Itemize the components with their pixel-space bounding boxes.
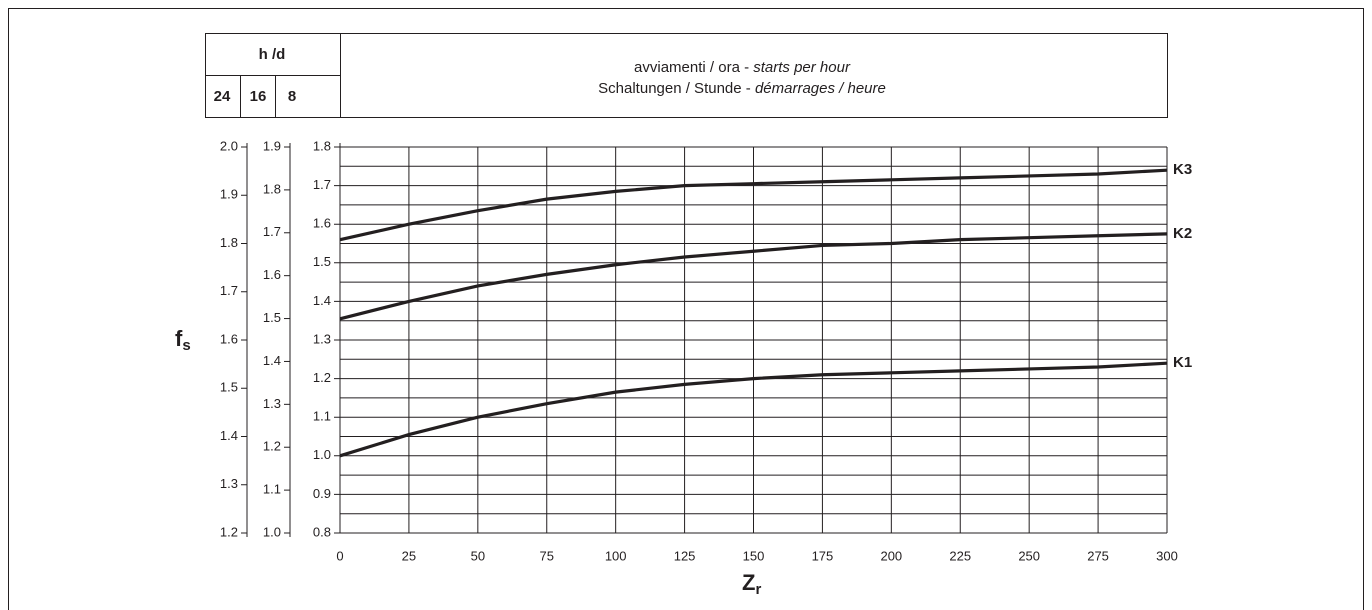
- y-tick-label: 1.9: [220, 187, 238, 202]
- header-text-part: starts per hour: [753, 59, 851, 76]
- y-tick-label: 1.0: [263, 524, 281, 539]
- y-tick-label: 1.2: [313, 370, 331, 385]
- y-tick-label: 1.7: [263, 224, 281, 239]
- x-tick-label: 125: [674, 548, 696, 563]
- header-text-part: démarrages / heure: [755, 80, 886, 97]
- y-tick-label: 2.0: [220, 138, 238, 153]
- x-tick-label: 75: [540, 548, 554, 563]
- header-title: h /d: [259, 46, 286, 63]
- x-axis-title-main: Z: [742, 570, 755, 595]
- x-tick-label: 175: [812, 548, 834, 563]
- series-label: K2: [1173, 225, 1192, 242]
- series-label: K1: [1173, 354, 1192, 371]
- header-column: 24: [214, 88, 231, 105]
- y-axis-title-sub: s: [182, 337, 190, 354]
- x-tick-label: 200: [880, 548, 902, 563]
- y-tick-label: 1.7: [220, 283, 238, 298]
- header-column: 16: [250, 88, 267, 105]
- y-tick-label: 1.1: [263, 482, 281, 497]
- x-tick-label: 150: [743, 548, 765, 563]
- frame: [9, 9, 1364, 610]
- y-tick-label: 1.6: [313, 216, 331, 231]
- x-tick-label: 50: [471, 548, 485, 563]
- y-tick-label: 1.6: [220, 331, 238, 346]
- y-tick-label: 1.8: [263, 181, 281, 196]
- x-tick-label: 275: [1087, 548, 1109, 563]
- chart: h /d 24 16 8 avviamenti / ora - starts p…: [0, 0, 1372, 610]
- y-tick-label: 0.8: [313, 524, 331, 539]
- y-tick-label: 1.3: [313, 331, 331, 346]
- y-tick-label: 1.1: [313, 409, 331, 424]
- y-tick-label: 1.5: [263, 310, 281, 325]
- y-axis-title: fs: [175, 326, 191, 354]
- header-column: 8: [288, 88, 296, 105]
- y-tick-label: 1.6: [263, 267, 281, 282]
- y-tick-label: 1.9: [263, 138, 281, 153]
- x-tick-label: 250: [1018, 548, 1040, 563]
- x-tick-label: 300: [1156, 548, 1178, 563]
- y-tick-label: 1.5: [313, 254, 331, 269]
- header-text-part: Schaltungen / Stunde -: [598, 80, 755, 97]
- y-tick-label: 1.5: [220, 380, 238, 395]
- y-tick-label: 1.4: [220, 428, 238, 443]
- x-tick-label: 225: [949, 548, 971, 563]
- y-tick-label: 1.4: [263, 353, 281, 368]
- x-tick-label: 0: [336, 548, 343, 563]
- y-tick-label: 1.8: [313, 138, 331, 153]
- y-tick-label: 1.3: [263, 396, 281, 411]
- y-tick-label: 1.2: [220, 524, 238, 539]
- header-text: Schaltungen / Stunde - démarrages / heur…: [598, 80, 886, 97]
- y-tick-label: 1.3: [220, 476, 238, 491]
- y-tick-label: 1.0: [313, 447, 331, 462]
- y-tick-label: 1.2: [263, 439, 281, 454]
- y-tick-label: 1.7: [313, 177, 331, 192]
- x-axis-title: Zr: [742, 570, 761, 598]
- y-tick-label: 0.9: [313, 486, 331, 501]
- x-tick-label: 100: [605, 548, 627, 563]
- y-tick-label: 1.4: [313, 293, 331, 308]
- x-axis-title-sub: r: [755, 581, 761, 598]
- x-tick-label: 25: [402, 548, 416, 563]
- header-text: avviamenti / ora - starts per hour: [634, 59, 851, 76]
- y-tick-label: 1.8: [220, 235, 238, 250]
- header-text-part: avviamenti / ora -: [634, 59, 753, 76]
- series-label: K3: [1173, 161, 1192, 178]
